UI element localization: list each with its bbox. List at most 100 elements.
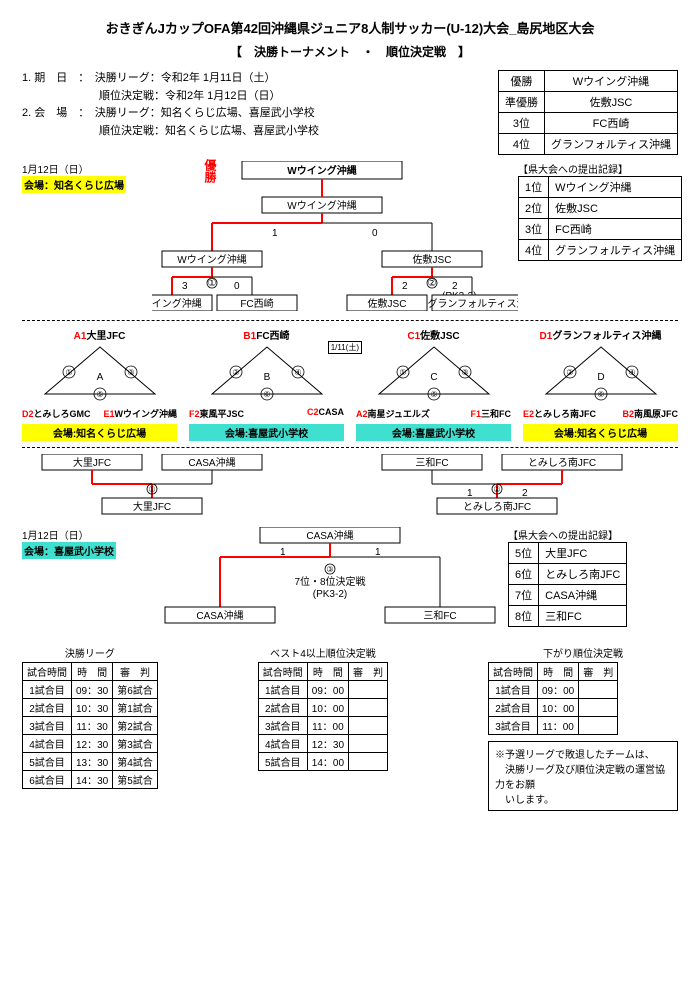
sched-cell: 1試合目 [258,681,307,699]
svg-text:②: ② [428,278,437,289]
svg-text:③: ③ [127,368,134,377]
lower-bracket-2: CASA沖縄 1 1 ③ 7位・8位決定戦 (PK3-2) CASA沖縄 三和F… [160,527,500,637]
sched-cell: 第4試合 [113,753,158,771]
results-table: 優勝Wウイング沖縄 準優勝佐敷JSC 3位FC西崎 4位グランフォルティス沖縄 [498,70,678,155]
sched-cell: 11：00 [307,717,348,735]
svg-text:⑤: ⑤ [430,390,437,399]
rank-team: Wウイング沖縄 [549,177,682,198]
svg-text:とみしろ南JFC: とみしろ南JFC [463,500,531,513]
svg-text:2: 2 [522,488,528,499]
svg-text:とみしろ南JFC: とみしろ南JFC [528,456,596,469]
rank-team: FC西崎 [549,219,682,240]
sched-cell: 3試合目 [258,717,307,735]
rank-label: 準優勝 [498,92,544,113]
info-line: 順位決定戦：令和2年 1月12日（日） [22,88,488,106]
group-a: A1大里JFC A ① ③ ⑤ D2とみしろGMCE1Wウイング沖縄 [22,327,177,420]
sched-cell: 6試合目 [23,771,72,789]
sched-cell: 第6試合 [113,681,158,699]
svg-text:①: ① [208,278,217,289]
rank-team: 大里JFC [539,543,627,564]
submit-table-1: 1位Wウイング沖縄 2位佐敷JSC 3位FC西崎 4位グランフォルティス沖縄 [518,176,682,261]
svg-text:CASA沖縄: CASA沖縄 [306,529,353,542]
sched-cell: 14：00 [307,753,348,771]
svg-text:①: ① [148,485,155,494]
svg-text:CASA沖縄: CASA沖縄 [188,456,235,469]
svg-text:D: D [597,372,604,383]
sched-title: 下がり順位決定戦 [488,645,678,660]
rank-label: 3位 [519,219,549,240]
svg-text:0: 0 [234,281,240,292]
bracket-date: 1月12日（日） [22,161,152,176]
sched-cell: 09：00 [538,681,579,699]
rank-label: 2位 [519,198,549,219]
schedule-mid: ベスト4以上順位決定戦 試合時間時 間審 判1試合目09：002試合目10：00… [258,645,388,811]
svg-text:⑤: ⑤ [96,390,103,399]
rank-team: CASA沖縄 [539,585,627,606]
group-b: B1FC西崎 B ② ④ ⑥ F2東風平JSCC2CASA 1/11(土) [189,327,344,420]
rank-label: 1位 [519,177,549,198]
sched-hdr: 審 判 [349,663,388,681]
sched-cell [349,753,388,771]
page-title: おきぎんJカップOFA第42回沖縄県ジュニア8人制サッカー(U-12)大会_島尻… [22,18,678,37]
svg-text:3: 3 [182,281,188,292]
svg-text:B: B [263,372,270,383]
sched-hdr: 試合時間 [258,663,307,681]
sched-cell: 2試合目 [258,699,307,717]
sched-title: ベスト4以上順位決定戦 [258,645,388,660]
sched-cell: 14：30 [72,771,113,789]
svg-text:A: A [96,372,103,383]
sched-cell: 10：30 [72,699,113,717]
svg-text:C: C [430,372,437,383]
rank-label: 3位 [498,113,544,134]
sched-cell [349,717,388,735]
sched-cell: 5試合目 [23,753,72,771]
group-venues: 会場:知名くらじ広場 会場:喜屋武小学校 会場:喜屋武小学校 会場:知名くらじ広… [22,424,678,441]
sched-hdr: 審 判 [113,663,158,681]
sched-cell: 3試合目 [23,717,72,735]
submit2-title: 【県大会への提出記録】 [508,527,678,542]
sched-cell: 10：00 [538,699,579,717]
sched-cell: 10：00 [307,699,348,717]
sched-cell: 13：30 [72,753,113,771]
schedule-info: 1. 期 日 ： 決勝リーグ：令和2年 1月11日（土） 順位決定戦：令和2年 … [22,70,488,155]
svg-text:大里JFC: 大里JFC [133,500,171,513]
svg-text:②: ② [232,368,239,377]
sched-cell: 3試合目 [489,717,538,735]
sched-cell: 2試合目 [23,699,72,717]
lower-bracket-1: 大里JFC CASA沖縄 ① 大里JFC 三和FC とみしろ南JFC 1 ② 2… [22,454,678,524]
info-line: 1. 期 日 ： 決勝リーグ：令和2年 1月11日（土） [22,70,488,88]
svg-text:三和FC: 三和FC [423,610,456,622]
group-stage: A1大里JFC A ① ③ ⑤ D2とみしろGMCE1Wウイング沖縄 B1FC西… [22,327,678,420]
svg-text:FC西崎: FC西崎 [240,297,273,310]
svg-text:7位・8位決定戦: 7位・8位決定戦 [294,575,365,588]
rank-team: とみしろ南JFC [539,564,627,585]
svg-text:佐敷JSC: 佐敷JSC [368,297,407,310]
venue-label: 会場:知名くらじ広場 [22,424,177,441]
sched-cell [349,699,388,717]
group-c: C1佐敷JSC C ① ③ ⑤ A2南星ジュエルズF1三和FC [356,327,511,420]
champion-label: 優勝 [202,159,219,183]
info-line: 順位決定戦：知名くらじ広場、喜屋武小学校 [22,123,488,141]
sched-cell [349,681,388,699]
sched-cell [349,735,388,753]
rank-team: 佐敷JSC [544,92,677,113]
sched-cell: 第3試合 [113,735,158,753]
svg-text:③: ③ [326,565,333,574]
sched-cell: 2試合目 [489,699,538,717]
svg-text:2: 2 [402,281,408,292]
venue-label: 会場:喜屋武小学校 [189,424,344,441]
sched-cell: 第1試合 [113,699,158,717]
svg-text:1: 1 [467,488,473,499]
svg-text:CASA沖縄: CASA沖縄 [196,609,243,622]
info-line: 2. 会 場 ： 決勝リーグ：知名くらじ広場、喜屋武小学校 [22,105,488,123]
rank-label: 4位 [519,240,549,261]
rank-team: FC西崎 [544,113,677,134]
svg-text:⑥: ⑥ [597,390,604,399]
sched-cell: 1試合目 [23,681,72,699]
bracket-venue: 会場：知名くらじ広場 [22,176,126,193]
svg-text:0: 0 [372,228,378,239]
rank-team: Wウイング沖縄 [544,71,677,92]
sched-cell: 09：00 [307,681,348,699]
svg-text:三和FC: 三和FC [415,457,448,469]
sched-cell: 1試合目 [489,681,538,699]
